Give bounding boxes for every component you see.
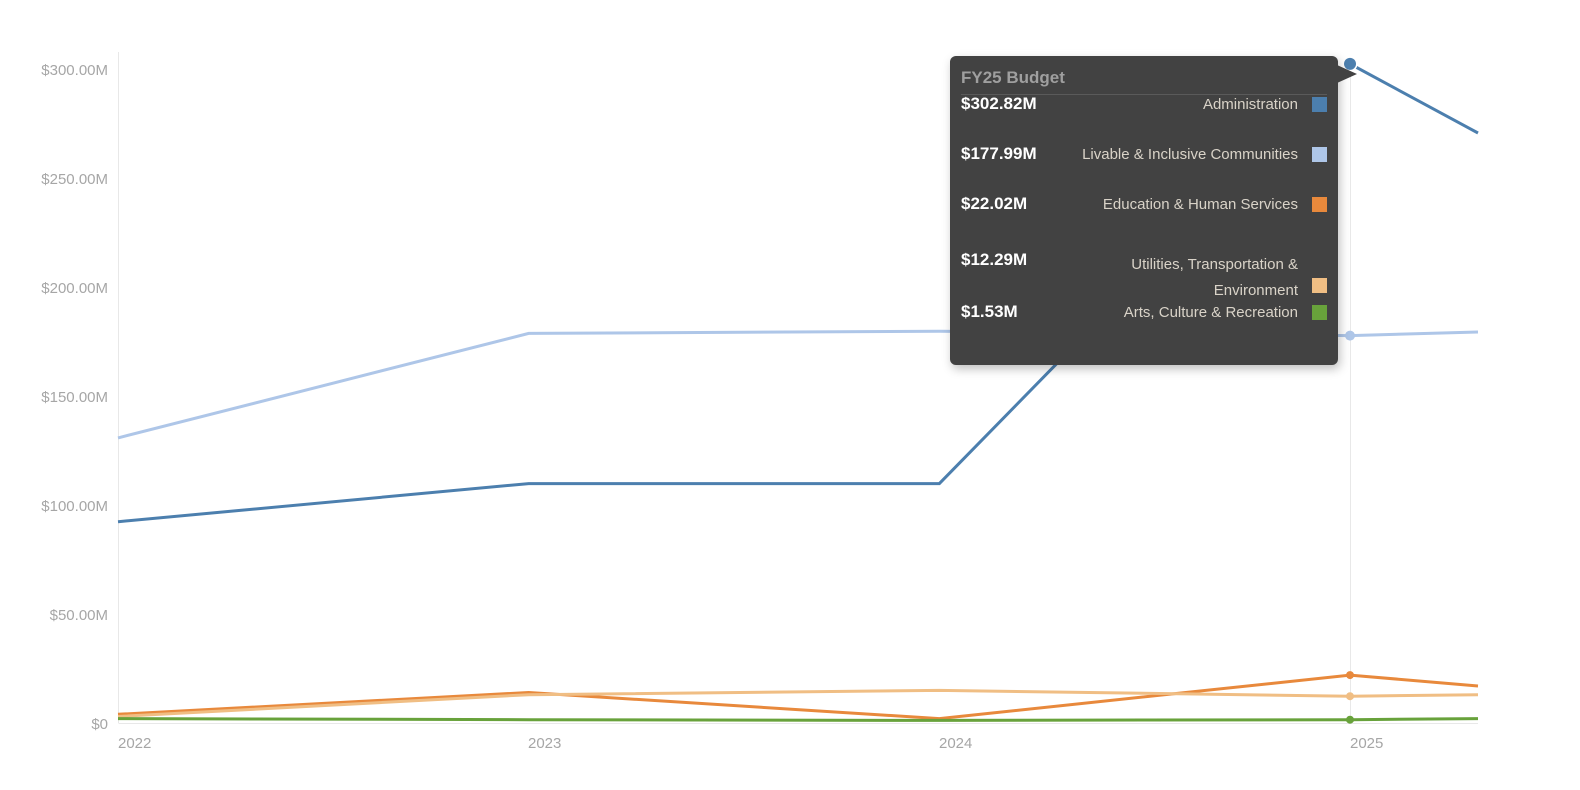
svg-text:$150.00M: $150.00M — [41, 389, 108, 406]
svg-text:$50.00M: $50.00M — [50, 607, 108, 624]
svg-text:$300.00M: $300.00M — [41, 62, 108, 79]
svg-text:$200.00M: $200.00M — [41, 280, 108, 297]
svg-text:2024: 2024 — [939, 735, 972, 752]
svg-text:$100.00M: $100.00M — [41, 498, 108, 515]
svg-text:2025: 2025 — [1350, 735, 1383, 752]
svg-text:$250.00M: $250.00M — [41, 171, 108, 188]
svg-text:$0: $0 — [91, 716, 108, 733]
svg-text:2022: 2022 — [118, 735, 151, 752]
svg-text:2023: 2023 — [528, 735, 561, 752]
